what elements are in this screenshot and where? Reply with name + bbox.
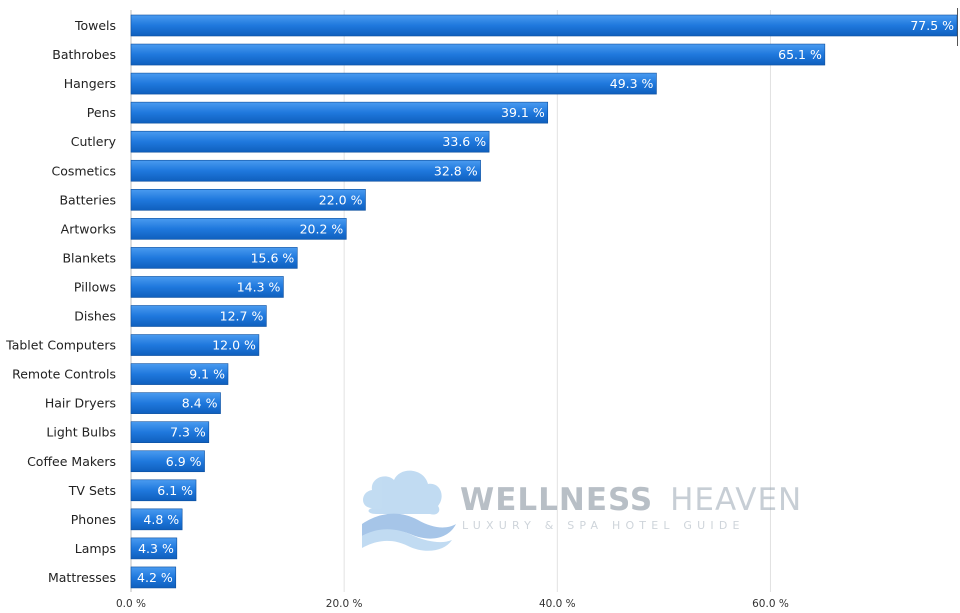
value-label: 15.6 % [251,250,295,265]
bar [130,218,347,240]
bar [130,537,178,560]
category-label: Cosmetics [51,163,116,178]
value-label: 20.2 % [300,221,344,236]
value-label: 22.0 % [319,192,363,207]
category-label: Remote Controls [12,367,116,382]
bar [130,72,657,95]
x-tick-label: 40.0 % [539,598,576,610]
category-label: Batteries [59,192,116,207]
bar [130,508,183,531]
bar [130,421,210,444]
category-labels: Towels Bathrobes Hangers Pens Cutlery Cosmeti… [5,18,116,585]
bar [130,334,260,356]
category-label: Lamps [75,541,116,556]
x-tick-label: 20.0 % [326,598,363,610]
watermark-title: WELLNESS HEAVEN [460,482,802,518]
value-label: 12.0 % [212,338,256,353]
bar [130,101,549,124]
value-label: 4.3 % [138,541,174,556]
category-label: Tablet Computers [5,338,116,353]
value-label: 12.7 % [220,309,264,324]
category-label: Cutlery [71,134,117,149]
bar [130,363,229,385]
value-label: 77.5 % [910,18,954,33]
category-label: Hangers [64,76,116,91]
value-label: 6.9 % [166,454,202,469]
x-tick-label: 60.0 % [752,598,789,610]
cloud-wave-icon [362,470,456,551]
category-label: Mattresses [48,570,116,585]
value-label: 8.4 % [182,396,218,411]
watermark-title-light: HEAVEN [670,482,802,518]
bar [130,392,221,414]
bar [130,43,826,66]
bars [130,14,958,589]
category-label: Pillows [74,279,116,294]
category-label: Light Bulbs [46,425,116,440]
category-label: TV Sets [68,483,116,498]
bar [130,14,958,37]
bar [130,479,197,502]
value-label: 4.8 % [143,512,179,527]
x-axis: 0.0 % 20.0 % 40.0 % 60.0 % [116,598,789,610]
bar [130,247,298,269]
value-label: 4.2 % [137,570,173,585]
category-label: Dishes [74,309,116,324]
bar [130,566,177,589]
value-label: 6.1 % [157,483,193,498]
bar [130,276,284,298]
value-label: 49.3 % [610,76,654,91]
bar [130,130,490,153]
category-label: Coffee Makers [27,454,116,469]
category-label: Artworks [61,221,116,236]
bar [130,159,481,182]
category-label: Blankets [62,250,116,265]
watermark-title-bold: WELLNESS [460,482,653,518]
value-label: 39.1 % [501,105,545,120]
category-label: Pens [87,105,116,120]
value-label: 33.6 % [442,134,486,149]
x-tick-label: 0.0 % [116,598,146,610]
bar [130,305,267,327]
value-label: 14.3 % [237,279,281,294]
value-labels: 77.5 % 65.1 % 49.3 % 39.1 % 33.6 % 32.8 % 22.0… [137,18,954,585]
watermark: WELLNESS HEAVEN LUXURY & SPA HOTEL GUIDE [362,470,802,551]
value-label: 7.3 % [170,425,206,440]
category-label: Phones [71,512,116,527]
bar [130,189,366,211]
category-label: Hair Dryers [45,396,116,411]
watermark-subtitle: LUXURY & SPA HOTEL GUIDE [462,519,745,532]
value-label: 9.1 % [189,367,225,382]
category-label: Towels [74,18,116,33]
value-label: 65.1 % [778,47,822,62]
value-label: 32.8 % [434,163,478,178]
bar [130,450,205,473]
category-label: Bathrobes [52,47,116,62]
